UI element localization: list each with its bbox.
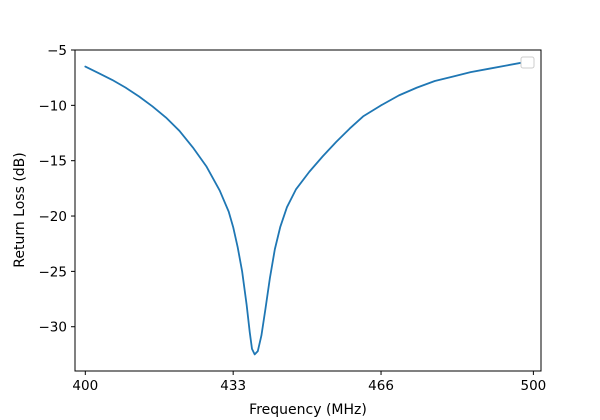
y-axis-ticks: −5 −10 −15 −20 −25 −30 (39, 43, 75, 336)
legend-box (520, 56, 535, 69)
x-axis-ticks: 400 433 466 500 (72, 371, 546, 394)
y-tick-label: −10 (39, 98, 68, 114)
plot-area-frame (74, 49, 542, 372)
y-tick-label: −25 (39, 264, 68, 280)
y-tick-label: −5 (47, 43, 67, 59)
series-line (84, 59, 535, 356)
y-axis-label: Return Loss (dB) (12, 152, 28, 267)
y-tick-label: −30 (39, 320, 68, 336)
x-tick-label: 400 (72, 378, 98, 394)
x-tick-label: 500 (520, 378, 546, 394)
x-tick-label: 433 (220, 378, 246, 394)
y-tick-label: −15 (39, 154, 68, 170)
y-tick-label: −20 (39, 209, 68, 225)
x-axis-label: Frequency (MHz) (249, 402, 367, 418)
x-tick-label: 466 (368, 378, 394, 394)
